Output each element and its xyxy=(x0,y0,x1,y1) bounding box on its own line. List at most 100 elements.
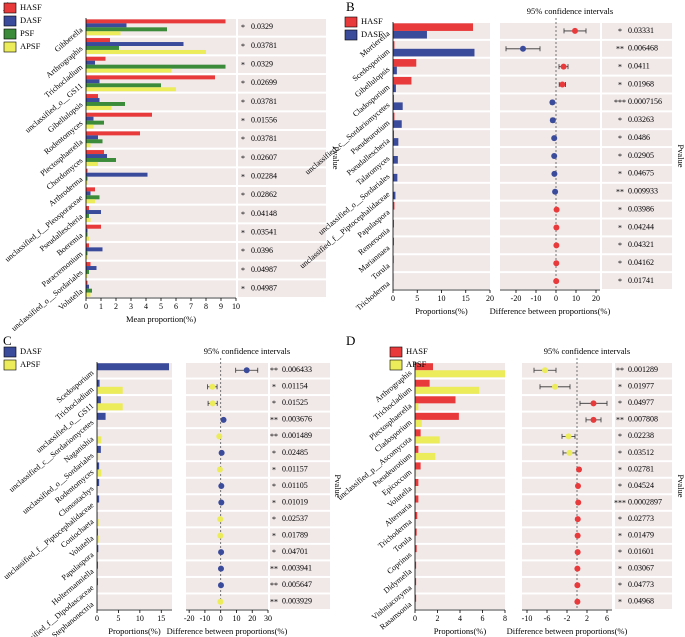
p-value: 0.02537 xyxy=(282,514,308,523)
row-band xyxy=(97,478,172,494)
row-band xyxy=(393,94,490,111)
row-band xyxy=(615,363,672,378)
bar xyxy=(86,158,116,162)
legend-swatch xyxy=(389,359,403,371)
significance: * xyxy=(618,399,622,408)
bar xyxy=(86,236,89,241)
row-band xyxy=(393,255,490,272)
p-value: 0.009933 xyxy=(628,187,658,196)
significance: * xyxy=(241,79,245,88)
x-tick-label: 8 xyxy=(204,302,208,311)
diff-dot xyxy=(218,549,225,556)
bar xyxy=(86,42,184,46)
row-band xyxy=(97,544,172,560)
diff-dot xyxy=(574,516,581,523)
significance: * xyxy=(618,223,622,232)
p-value: 0.005647 xyxy=(282,580,312,589)
diff-dot xyxy=(217,598,224,605)
row-band xyxy=(602,148,672,164)
significance: * xyxy=(272,449,276,458)
row-band xyxy=(186,561,268,576)
row-band xyxy=(615,462,672,477)
significance: * xyxy=(618,152,622,161)
significance: * xyxy=(618,241,622,250)
significance: * xyxy=(241,266,245,275)
row-band xyxy=(522,363,612,378)
diff-dot xyxy=(559,81,566,88)
p-value: 0.01789 xyxy=(282,530,308,539)
panel-label: C xyxy=(3,333,12,348)
bar xyxy=(97,436,102,444)
legend-label: APSF xyxy=(20,41,41,51)
p-value: 0.03067 xyxy=(628,563,654,572)
diff-dot xyxy=(553,278,560,285)
p-value: 0.02699 xyxy=(251,78,277,87)
x-tick-label: 5 xyxy=(415,294,419,303)
diff-dot xyxy=(574,549,581,556)
row-band xyxy=(393,219,490,236)
x-tick-label: 10 xyxy=(136,614,144,623)
bar xyxy=(393,237,394,246)
row-band xyxy=(615,528,672,543)
x-axis-label: Proportions(%) xyxy=(434,626,487,636)
diff-dot xyxy=(243,367,250,374)
p-value: 0.01601 xyxy=(628,547,654,556)
bar xyxy=(86,247,103,252)
p-value: 0.02284 xyxy=(251,171,277,180)
row-band xyxy=(615,478,672,494)
bar xyxy=(86,210,101,214)
significance: * xyxy=(618,581,622,590)
row-band xyxy=(186,577,268,593)
row-band xyxy=(270,544,330,560)
bar xyxy=(415,412,459,420)
p-value: 0.02781 xyxy=(628,464,654,473)
significance: * xyxy=(618,465,622,474)
x-tick-label: 9 xyxy=(219,302,223,311)
legend-label: DASF xyxy=(20,346,42,356)
p-value: 0.04148 xyxy=(251,209,277,218)
bar xyxy=(86,46,119,50)
bar xyxy=(86,251,88,256)
bar xyxy=(86,27,167,32)
x-tick-label: 10 xyxy=(232,302,240,311)
row-band xyxy=(186,511,268,527)
row-band xyxy=(522,577,612,593)
diff-dot xyxy=(216,433,223,440)
bar xyxy=(415,512,418,520)
significance: * xyxy=(272,482,276,491)
x-tick-label: 7 xyxy=(189,302,193,311)
legend-swatch xyxy=(3,2,17,14)
p-value: 0.007808 xyxy=(628,415,658,424)
diff-dot xyxy=(565,433,572,440)
diff-dot xyxy=(551,153,558,159)
bar xyxy=(393,94,394,103)
x-tick-label: 0 xyxy=(554,294,558,303)
bar xyxy=(86,83,161,88)
diff-dot xyxy=(551,135,558,142)
x-tick-label: 5 xyxy=(159,302,163,311)
p-value: 0.001289 xyxy=(628,365,658,374)
significance: * xyxy=(618,116,622,125)
row-band xyxy=(500,40,600,57)
x-axis-label: Proportions(%) xyxy=(108,626,161,636)
row-band xyxy=(393,58,490,75)
diff-dot xyxy=(552,383,558,390)
panel-label: B xyxy=(346,0,355,14)
legend-swatch xyxy=(344,16,358,28)
row-band xyxy=(86,224,236,241)
row-band xyxy=(602,255,672,272)
row-band xyxy=(97,577,172,593)
bar xyxy=(86,292,91,297)
panel-label: D xyxy=(346,333,355,348)
row-band xyxy=(238,243,326,260)
row-band xyxy=(186,528,268,543)
significance: * xyxy=(618,548,622,557)
bar xyxy=(86,150,104,155)
legend-swatch xyxy=(3,28,17,40)
row-band xyxy=(522,528,612,543)
p-value: 0.03781 xyxy=(251,41,277,50)
diff-dot xyxy=(218,449,225,456)
p-value-label: Pvalue xyxy=(676,144,685,167)
significance: * xyxy=(618,449,622,458)
row-band xyxy=(186,363,268,378)
